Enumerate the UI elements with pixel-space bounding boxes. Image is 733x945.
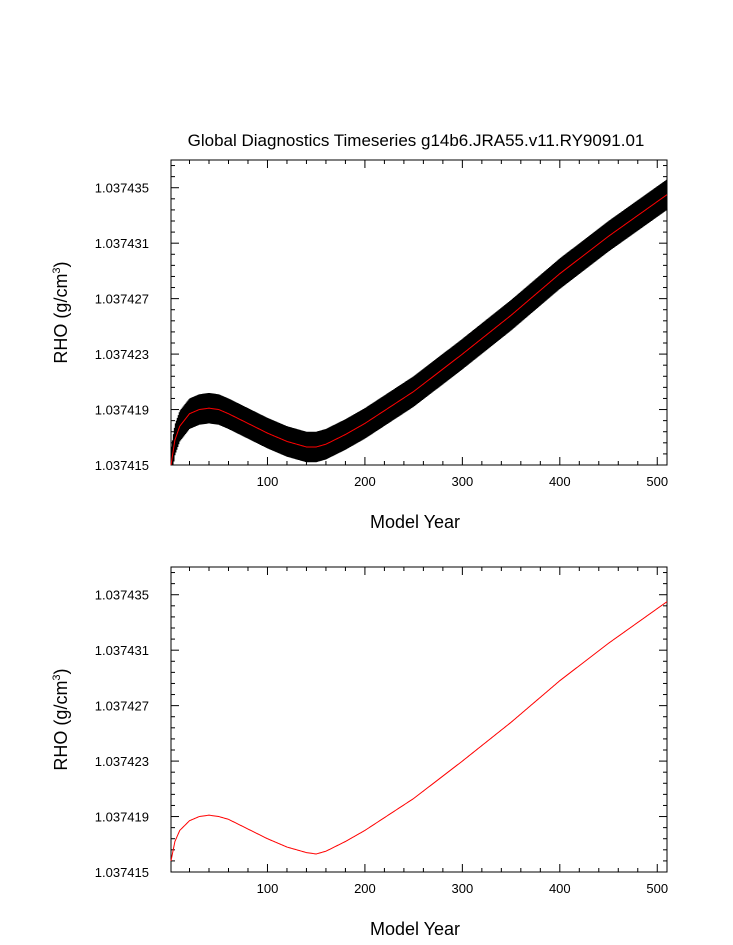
x-tick-label: 300 <box>452 474 474 489</box>
x-tick-label: 200 <box>354 474 376 489</box>
x-tick-label: 200 <box>354 881 376 896</box>
y-tick-label: 1.037427 <box>95 292 149 307</box>
y-tick-label: 1.037435 <box>95 181 149 196</box>
series-annual-line <box>170 194 668 466</box>
minor-ticks <box>171 567 667 872</box>
y-axis-label: RHO (g/cm3) <box>51 261 71 363</box>
x-tick-label: 400 <box>549 474 571 489</box>
minor-ticks <box>171 160 667 465</box>
y-tick-label: 1.037423 <box>95 347 149 362</box>
x-axis-label: Model Year <box>370 919 460 939</box>
x-tick-label: 100 <box>257 474 279 489</box>
y-tick-label: 1.037435 <box>95 588 149 603</box>
y-axis-label: RHO (g/cm3) <box>51 668 71 770</box>
x-tick-label: 400 <box>549 881 571 896</box>
series-annual-line <box>170 601 668 862</box>
x-tick-label: 300 <box>452 881 474 896</box>
bottom-panel: 100 200 300 400 500 1.037415 1.037419 1.037423 1… <box>51 566 668 939</box>
x-tick-label: 500 <box>646 881 668 896</box>
y-tick-label: 1.037419 <box>95 403 149 418</box>
chart-title: Global Diagnostics Timeseries g14b6.JRA5… <box>188 131 645 150</box>
y-tick-label: 1.037431 <box>95 236 149 251</box>
top-panel: 100 200 300 400 500 1.037415 1.037419 1.037423 1… <box>51 159 668 532</box>
x-tick-label: 500 <box>646 474 668 489</box>
y-tick-label: 1.037415 <box>95 458 149 473</box>
y-tick-label: 1.037415 <box>95 865 149 880</box>
plot-frame <box>170 159 668 466</box>
y-tick-label: 1.037423 <box>95 754 149 769</box>
plot-frame <box>170 566 668 873</box>
x-tick-label: 100 <box>257 881 279 896</box>
y-tick-label: 1.037431 <box>95 643 149 658</box>
x-axis-label: Model Year <box>370 512 460 532</box>
y-tick-label: 1.037427 <box>95 699 149 714</box>
series-monthly-line <box>170 179 668 466</box>
y-tick-label: 1.037419 <box>95 810 149 825</box>
